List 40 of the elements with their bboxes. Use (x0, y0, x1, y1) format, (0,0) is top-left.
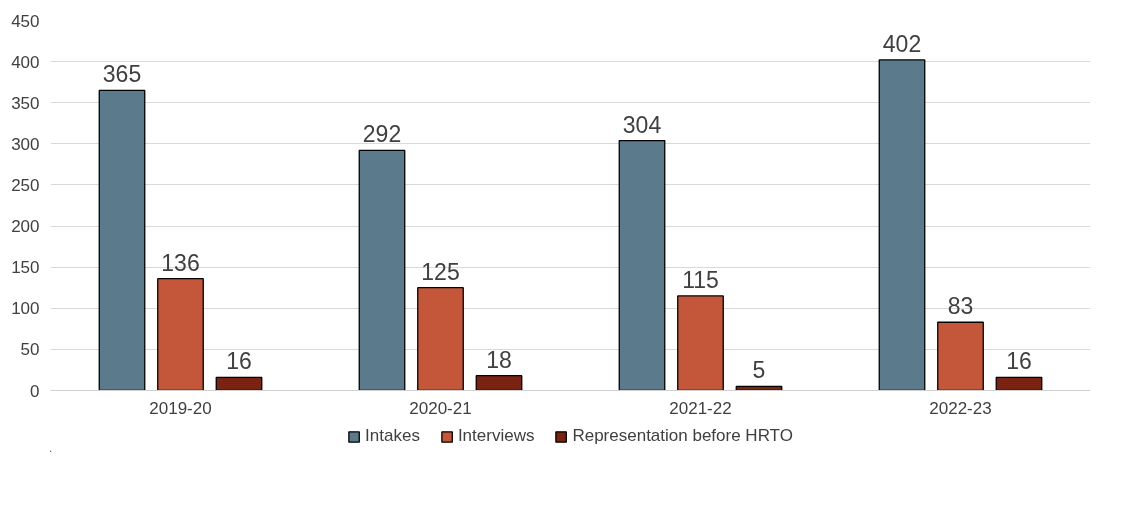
data-label: 304 (622, 111, 662, 138)
data-label: 16 (226, 348, 252, 375)
y-tick-label: 450 (11, 11, 40, 31)
y-tick-label: 50 (20, 340, 40, 360)
data-label: 115 (682, 266, 719, 293)
y-tick-label: 200 (11, 217, 40, 237)
y-tick-label: 350 (11, 93, 40, 113)
y-tick-label: 250 (11, 175, 40, 195)
data-label: 136 (161, 249, 200, 276)
y-tick-label: 150 (11, 258, 40, 278)
data-label: 18 (486, 346, 512, 373)
bar (677, 295, 724, 391)
bar (878, 59, 926, 391)
x-tick-label: 2022-23 (929, 398, 992, 418)
bar (358, 149, 406, 391)
data-label: 125 (421, 258, 460, 285)
bar (417, 287, 464, 391)
data-label: 16 (1006, 348, 1032, 375)
legend-label: Interviews (457, 426, 535, 446)
bar (215, 376, 263, 391)
bar (618, 139, 666, 391)
x-tick-label: 2019-20 (149, 398, 212, 418)
data-label: 83 (947, 293, 974, 320)
legend-label: Intakes (365, 426, 420, 446)
bar (995, 376, 1043, 391)
x-tick-label: 2021-22 (669, 398, 732, 418)
data-label: 402 (882, 30, 922, 57)
data-label: 292 (362, 121, 402, 148)
legend-label: Representation before HRTO (572, 426, 793, 446)
data-label: 365 (102, 61, 142, 88)
x-tick-label: 2020-21 (409, 398, 472, 418)
bar (157, 278, 204, 391)
y-tick-label: 400 (11, 52, 40, 72)
y-tick-label: 0 (30, 381, 40, 401)
y-tick-label: 300 (11, 134, 40, 154)
y-tick-label: 100 (11, 299, 40, 319)
bar (475, 375, 523, 391)
bar (98, 89, 146, 391)
data-label: 5 (752, 357, 766, 384)
bar (937, 321, 984, 391)
